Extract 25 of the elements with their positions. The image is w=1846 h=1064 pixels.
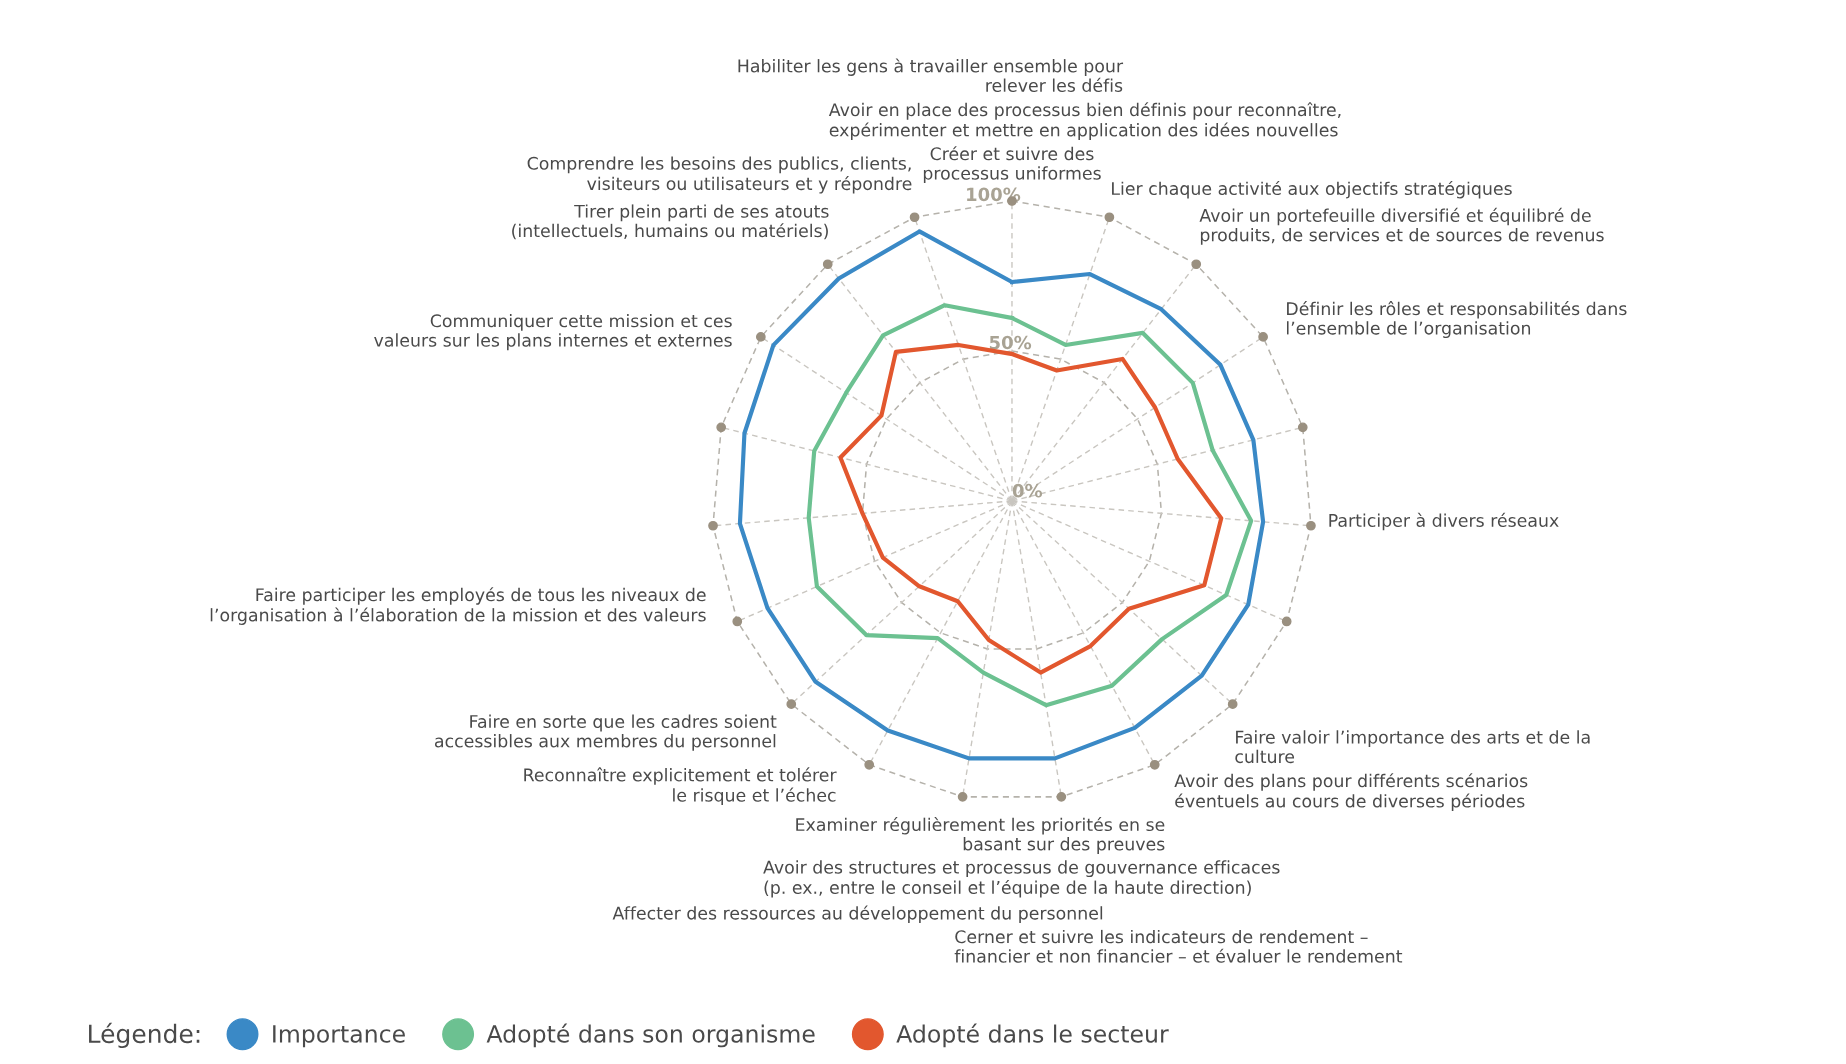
legend-label: Importance: [273, 1025, 405, 1048]
legend-label: Adopté dans son organisme: [486, 1023, 815, 1048]
legend-title: Légende:: [89, 1022, 200, 1049]
spoke-label: Définir les rôles et responsabilités dans l’ensemble de l’organisation: [1286, 301, 1627, 339]
spoke-label: Faire participer les employés de tous les niveaux de l’organisation à l’élaboration de la mission et des valeurs: [210, 587, 706, 625]
y-tick-label: 100%: [967, 187, 1021, 202]
spoke-label: Participer à divers réseaux: [1329, 512, 1559, 531]
spoke-label: Lier chaque activité aux objectifs stratégiques: [1112, 180, 1512, 199]
spoke-label: Avoir un portefeuille diversifié et équilibré de produits, de services et de sources de revenus: [1199, 207, 1604, 245]
y-tick-label: 50%: [989, 335, 1032, 350]
spoke-label: Tirer plein parti de ses atouts (intellectuels, humains ou matériels): [512, 204, 829, 240]
spoke-label: Affecter des ressources au développement du personnel: [612, 905, 1103, 924]
spoke-label: Faire en sorte que les cadres soient accessibles aux membres du personnel: [434, 714, 777, 751]
spoke-label: Communiquer cette mission et ces valeurs sur les plans internes et externes: [374, 313, 732, 351]
spoke-label: Examiner régulièrement les priorités en se basant sur des preuves: [796, 816, 1165, 854]
spoke-label: Reconnaître explicitement et tolérer le risque et l’échec: [524, 767, 837, 806]
spoke-label: Faire valoir l’importance des arts et de la culture: [1235, 730, 1590, 764]
spoke-label: Avoir en place des processus bien définis pour reconnaître, expérimenter et mettre en application des idées nouvelles: [828, 102, 1341, 140]
spoke-label: Avoir des structures et processus de gouvernance efficaces (p. ex., entre le conseil et l’équipe de la haute direction): [763, 860, 1280, 898]
spoke-label: Avoir des plans pour différents scénarios éventuels au cours de diverses périodes: [1174, 773, 1528, 811]
spoke-label: Créer et suivre des processus uniformes: [923, 146, 1101, 184]
spoke-label: Cerner et suivre les indicateurs de rendement – financier et non financier – et évaluer le rendement: [954, 929, 1403, 963]
spoke-label: Comprendre les besoins des publics, clients, visiteurs ou utilisateurs et y répondre: [527, 156, 912, 194]
legend-label: Adopté dans le secteur: [896, 1023, 1169, 1048]
spoke-label: Habiliter les gens à travailler ensemble pour relever les défis: [738, 58, 1124, 92]
